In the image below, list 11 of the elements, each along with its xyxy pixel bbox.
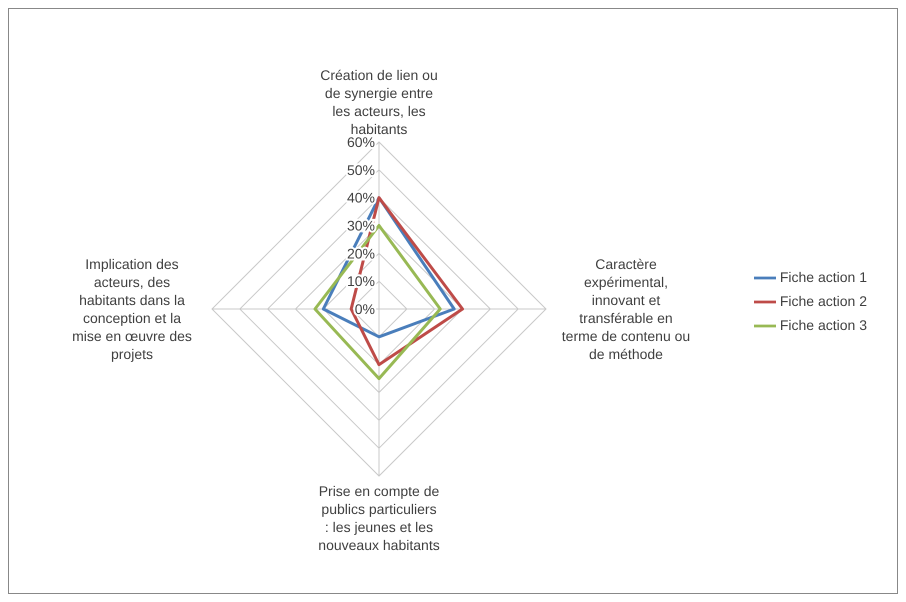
legend-label: Fiche action 1: [780, 268, 867, 285]
spoke-label: Création de lien ou de synergie entre les acteurs, les habitants: [320, 67, 438, 137]
y-tick-label: 60%: [346, 134, 375, 150]
legend-label: Fiche action 2: [780, 292, 867, 309]
y-tick-label: 50%: [346, 162, 375, 178]
spoke-label: Implication des acteurs, des habitants dans la conception et la mise en œuvre des projets: [72, 256, 192, 362]
y-tick-label: 40%: [346, 190, 375, 206]
spoke-label: Prise en compte de publics particuliers : les jeunes et les nouveaux habitants: [318, 483, 440, 553]
y-tick-label: 0%: [354, 301, 375, 317]
spoke-label: Caractère expérimental, innovant et transférable en terme de contenu ou de méthode: [562, 256, 690, 362]
legend-label: Fiche action 3: [780, 317, 867, 334]
